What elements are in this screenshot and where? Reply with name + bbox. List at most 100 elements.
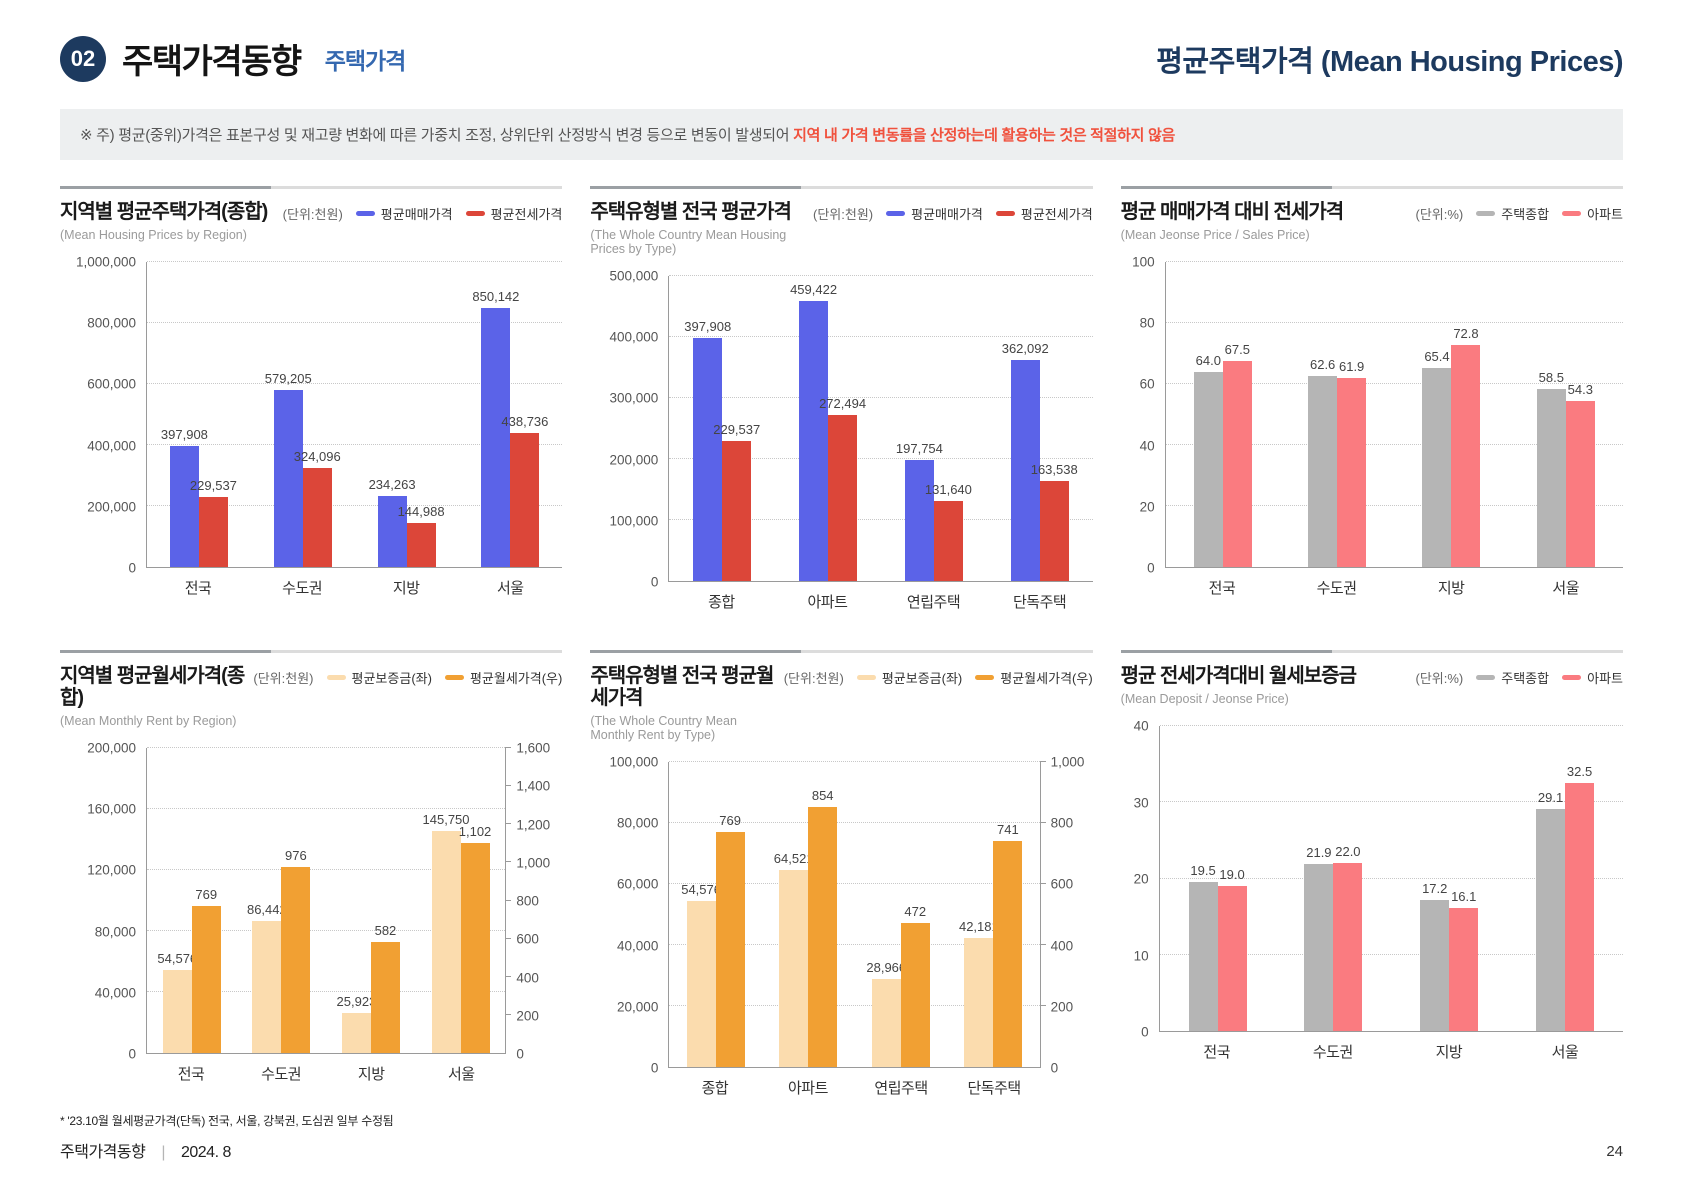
bar-group: 54,576 769 <box>157 748 221 1053</box>
y2-tick-mark <box>1039 944 1046 945</box>
y-axis-labels: 0 200,000 400,000 600,000 800,000 1,000,000 <box>60 255 146 576</box>
bar-group: 29.1 32.5 <box>1536 726 1595 1031</box>
bar: 769 <box>191 887 221 1053</box>
gridline <box>1159 953 1623 955</box>
bar-value-label: 17.2 <box>1422 880 1448 896</box>
bar-value-label: 582 <box>374 923 397 939</box>
chart-title: 주택유형별 전국 평균가격 <box>590 201 792 223</box>
y-tick-label: 80,000 <box>94 924 136 940</box>
bar-value-label: 25,923 <box>336 994 377 1010</box>
document-title-line: 주택가격동향 | 2024. 8 <box>60 1138 393 1162</box>
bar: 58.5 <box>1536 370 1566 567</box>
chart-subtitle: (Mean Monthly Rent by Region) <box>60 714 237 728</box>
y-tick-label: 0 <box>650 574 659 590</box>
legend-swatch-icon <box>995 211 1015 216</box>
chart-body: 0 40,000 80,000 120,000 160,000 200,000 54,57… <box>60 741 562 1062</box>
bar-value-label: 19.5 <box>1190 863 1216 879</box>
footer-left: * '23.10월 월세평균가격(단독) 전국, 서울, 강북권, 도심권 일부… <box>60 1112 394 1162</box>
bar: 229,537 <box>190 478 237 567</box>
bar: 438,736 <box>501 414 548 567</box>
page-number: 24 <box>1606 1143 1623 1160</box>
bar: 61.9 <box>1337 359 1367 567</box>
chart-body: 0 20 40 60 80 100 64.0 67.5 62.6 61.9 65.4 72.8 58.… <box>1121 255 1623 576</box>
gridline <box>669 519 1093 520</box>
gridline <box>1165 505 1623 506</box>
chart-titles: 평균 전세가격대비 월세보증금 (Mean Deposit / Jeonse P… <box>1121 665 1357 706</box>
x-axis-row: 전국 수도권 지방 서울 <box>1121 1041 1623 1062</box>
legend-row: (단위:천원) 평균매매가격 평균전세가격 <box>813 204 1093 223</box>
bar: 86,442 <box>247 902 287 1053</box>
bar-group: 17.2 16.1 <box>1420 726 1479 1031</box>
bar: 397,908 <box>161 427 208 567</box>
bar: 19.0 <box>1217 867 1247 1031</box>
legend-item: 평균보증금(좌) <box>856 668 962 687</box>
x-axis-label: 서울 <box>447 1066 475 1083</box>
gridline <box>1165 383 1623 384</box>
panel-divider <box>60 186 563 189</box>
chart-unit: (단위:천원) <box>783 671 844 686</box>
legend-label: 평균매매가격 <box>380 207 453 222</box>
y-tick-label: 40,000 <box>94 985 136 1001</box>
chart-titles: 주택유형별 전국 평균월세가격 (The Whole Country Mean … <box>590 665 783 742</box>
y2-tick-label: 1,400 <box>516 778 551 794</box>
legend-label: 평균월세가격(우) <box>469 671 563 686</box>
x-axis-label: 수도권 <box>1312 1044 1353 1061</box>
panel-divider <box>590 186 1093 189</box>
x-axis-label: 연립주택 <box>874 1080 928 1097</box>
panel-header: 주택유형별 전국 평균가격 (The Whole Country Mean Ho… <box>590 201 1092 256</box>
chart-legend: 평균매매가격 평균전세가격 <box>886 204 1093 223</box>
gridline <box>1159 877 1623 879</box>
y-tick-label: 0 <box>1141 1024 1149 1040</box>
chart-titles: 지역별 평균주택가격(종합) (Mean Housing Prices by R… <box>60 201 268 242</box>
plot-area: 397,908 229,537 579,205 324,096 234,263 144,9… <box>146 261 563 568</box>
x-axis-label: 단독주택 <box>1013 594 1067 611</box>
y2-tick-mark <box>1039 883 1046 884</box>
bar-group: 145,750 1,102 <box>423 748 491 1053</box>
legend-swatch-icon <box>355 211 375 216</box>
x-axis-label: 전국 <box>1208 580 1236 597</box>
bar-groups: 54,576 769 86,442 976 25,923 582 145,750 1,102 <box>147 748 505 1053</box>
y-tick-label: 120,000 <box>87 862 136 878</box>
y2-tick-label: 800 <box>1050 815 1074 831</box>
bar: 21.9 <box>1304 845 1334 1031</box>
legend-swatch-icon <box>856 675 876 680</box>
gridline <box>1165 322 1623 323</box>
document-title: 주택가격동향 <box>60 1144 146 1161</box>
document-date: 2024. 8 <box>180 1144 231 1161</box>
x-axis-row: 종합 아파트 연립주택 단독주택 <box>590 591 1092 612</box>
bar-group: 64.0 67.5 <box>1193 262 1252 567</box>
gridline <box>147 808 506 809</box>
chart-panel-region-rent: 지역별 평균월세가격(종합) (Mean Monthly Rent by Reg… <box>60 650 563 1098</box>
chart-panel-jeonse-ratio: 평균 매매가격 대비 전세가격 (Mean Jeonse Price / Sal… <box>1120 186 1623 612</box>
bar-value-label: 16.1 <box>1451 889 1477 905</box>
legend-row: (단위:천원) 평균매매가격 평균전세가격 <box>283 204 563 223</box>
bar-value-label: 579,205 <box>264 371 312 387</box>
bar: 579,205 <box>265 371 312 567</box>
legend-label: 주택종합 <box>1501 671 1550 686</box>
y2-tick-mark <box>505 747 512 748</box>
y-tick-label: 200,000 <box>87 499 136 515</box>
bar-value-label: 362,092 <box>1001 341 1049 357</box>
bar-group: 850,142 438,736 <box>472 262 548 567</box>
legend-label: 아파트 <box>1587 671 1623 686</box>
bar-value-label: 42,181 <box>958 919 999 935</box>
y2-tick-label: 1,600 <box>516 740 551 756</box>
gridline <box>147 383 563 384</box>
chart-legend: 평균매매가격 평균전세가격 <box>355 204 563 223</box>
bar: 67.5 <box>1222 342 1252 567</box>
y-tick-label: 0 <box>128 1046 136 1062</box>
bar: 25,923 <box>337 994 376 1053</box>
legend-label: 평균전세가격 <box>490 207 563 222</box>
y2-tick-label: 600 <box>1050 876 1074 892</box>
panel-divider <box>1120 186 1623 189</box>
legend-swatch-icon <box>1562 211 1582 216</box>
bar: 54,576 <box>157 951 197 1053</box>
y-axis-labels: 0 40,000 80,000 120,000 160,000 200,000 <box>60 741 146 1062</box>
y-tick-label: 100,000 <box>609 754 659 770</box>
bar: 64.0 <box>1193 353 1223 567</box>
y2-axis-labels: 0 200 400 600 800 1,000 <box>1041 755 1093 1076</box>
bar: 54.3 <box>1565 382 1595 567</box>
legend-label: 평균보증금(좌) <box>351 671 432 686</box>
legend-row: (단위:%) 주택종합 아파트 <box>1416 668 1623 687</box>
y2-tick-mark <box>1039 761 1046 762</box>
